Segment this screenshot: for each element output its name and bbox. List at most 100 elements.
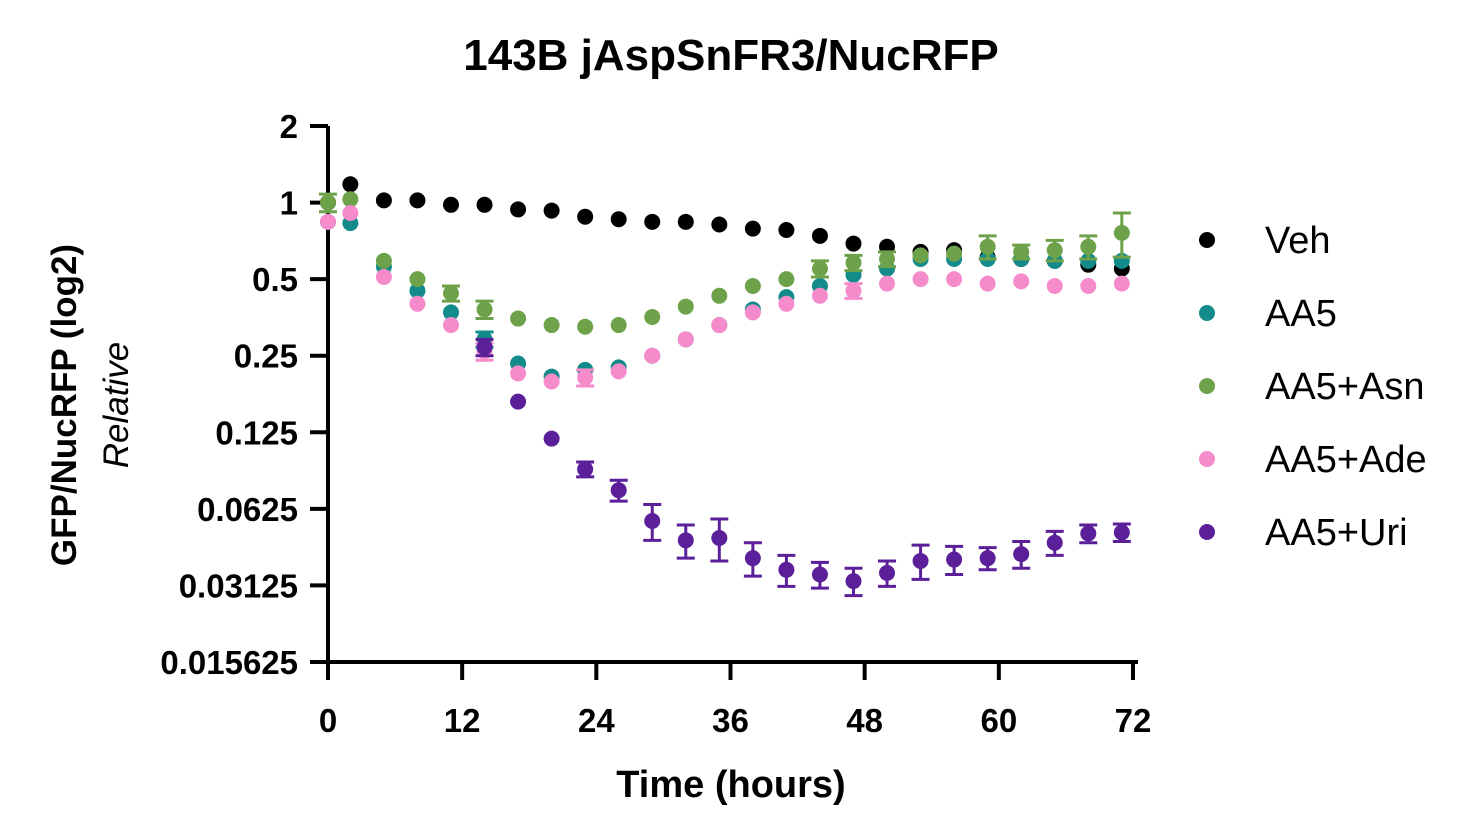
data-point	[1046, 242, 1063, 259]
data-point	[1013, 273, 1030, 290]
data-point	[946, 245, 963, 262]
data-point	[510, 393, 527, 410]
data-point	[711, 287, 728, 304]
data-point	[543, 373, 560, 390]
data-point	[912, 247, 929, 264]
x-axis-label: Time (hours)	[616, 764, 845, 806]
data-point	[1046, 534, 1063, 551]
data-point	[1080, 277, 1097, 294]
data-point	[879, 564, 896, 581]
data-point	[1113, 275, 1130, 292]
data-point	[610, 211, 627, 228]
data-point	[543, 317, 560, 334]
data-point	[845, 254, 862, 271]
data-point	[1080, 238, 1097, 255]
data-point	[1113, 524, 1130, 541]
series-aa5-uri	[475, 337, 1131, 598]
data-point	[644, 512, 661, 529]
data-point	[577, 461, 594, 478]
data-point	[320, 213, 336, 230]
legend-item: AA5+Asn	[1199, 366, 1425, 408]
data-point	[979, 275, 996, 292]
legend-label: Veh	[1265, 220, 1331, 262]
y-tick-label: 0.25	[234, 338, 298, 375]
data-point	[409, 295, 426, 312]
data-point	[778, 222, 795, 239]
data-point	[711, 317, 728, 334]
data-point	[476, 301, 493, 318]
y-axis-title: GFP/NucRFP (log2) Relative	[45, 244, 136, 566]
data-point	[778, 271, 795, 288]
data-point	[543, 430, 560, 447]
data-point	[946, 271, 963, 288]
data-point	[912, 271, 929, 288]
x-tick-label: 0	[319, 702, 337, 739]
y-tick-label: 0.0625	[197, 491, 298, 528]
data-point	[778, 561, 795, 578]
data-point	[711, 530, 728, 547]
data-point	[677, 331, 694, 348]
data-point	[320, 194, 336, 211]
data-point	[610, 363, 627, 380]
legend-marker	[1199, 232, 1215, 248]
data-point	[442, 317, 459, 334]
data-point	[375, 252, 392, 269]
data-point	[543, 202, 560, 219]
chart-title: 143B jAspSnFR3/NucRFP	[463, 31, 998, 80]
data-point	[577, 208, 594, 225]
series-veh	[320, 176, 1130, 277]
data-point	[610, 317, 627, 334]
data-point	[912, 552, 929, 569]
data-point	[610, 482, 627, 499]
data-point	[946, 551, 963, 568]
data-point	[879, 275, 896, 292]
legend: Veh AA5 AA5+Asn AA5+Ade AA5+Uri	[1199, 220, 1427, 554]
x-tick-label: 48	[846, 702, 883, 739]
data-point	[1046, 277, 1063, 294]
x-tick-label: 36	[712, 702, 749, 739]
y-axis-label: GFP/NucRFP (log2)	[45, 244, 84, 566]
data-point	[476, 196, 493, 213]
legend-label: AA5+Uri	[1265, 512, 1408, 554]
data-point	[342, 191, 359, 208]
data-point	[677, 298, 694, 315]
y-tick-label: 0.015625	[160, 644, 298, 681]
legend-item: Veh	[1199, 220, 1331, 262]
x-tick-label: 72	[1115, 702, 1152, 739]
data-point	[1013, 243, 1030, 260]
data-point	[879, 251, 896, 268]
data-point	[845, 282, 862, 299]
legend-marker	[1199, 524, 1215, 540]
data-point	[744, 277, 761, 294]
x-ticks: 0 12 24 36 48 60 72	[319, 662, 1152, 739]
y-tick-label: 1	[280, 185, 298, 222]
data-point	[979, 550, 996, 567]
y-tick-label: 0.125	[215, 414, 298, 451]
x-tick-label: 60	[980, 702, 1017, 739]
data-point	[375, 268, 392, 285]
legend-marker	[1199, 305, 1215, 321]
y-axis-sublabel: Relative	[97, 342, 136, 468]
data-point	[1080, 525, 1097, 542]
data-point	[342, 204, 359, 221]
data-point	[442, 285, 459, 302]
data-point	[979, 238, 996, 255]
x-tick-label: 24	[578, 702, 615, 739]
data-point	[744, 220, 761, 237]
y-tick-label: 0.03125	[179, 567, 298, 604]
data-point	[1013, 546, 1030, 563]
legend-item: AA5	[1199, 293, 1337, 335]
legend-marker	[1199, 451, 1215, 467]
data-point	[744, 550, 761, 567]
y-ticks: 2 1 0.5 0.25 0.125 0.0625 0.03125 0.015625	[160, 108, 328, 681]
legend-marker	[1199, 378, 1215, 394]
data-point	[644, 347, 661, 364]
data-point	[845, 235, 862, 252]
data-point	[644, 213, 661, 230]
legend-label: AA5+Asn	[1265, 366, 1425, 408]
data-point	[811, 287, 828, 304]
y-tick-label: 0.5	[252, 261, 298, 298]
plot-marks	[319, 176, 1131, 598]
data-point	[442, 196, 459, 213]
data-point	[442, 304, 459, 321]
